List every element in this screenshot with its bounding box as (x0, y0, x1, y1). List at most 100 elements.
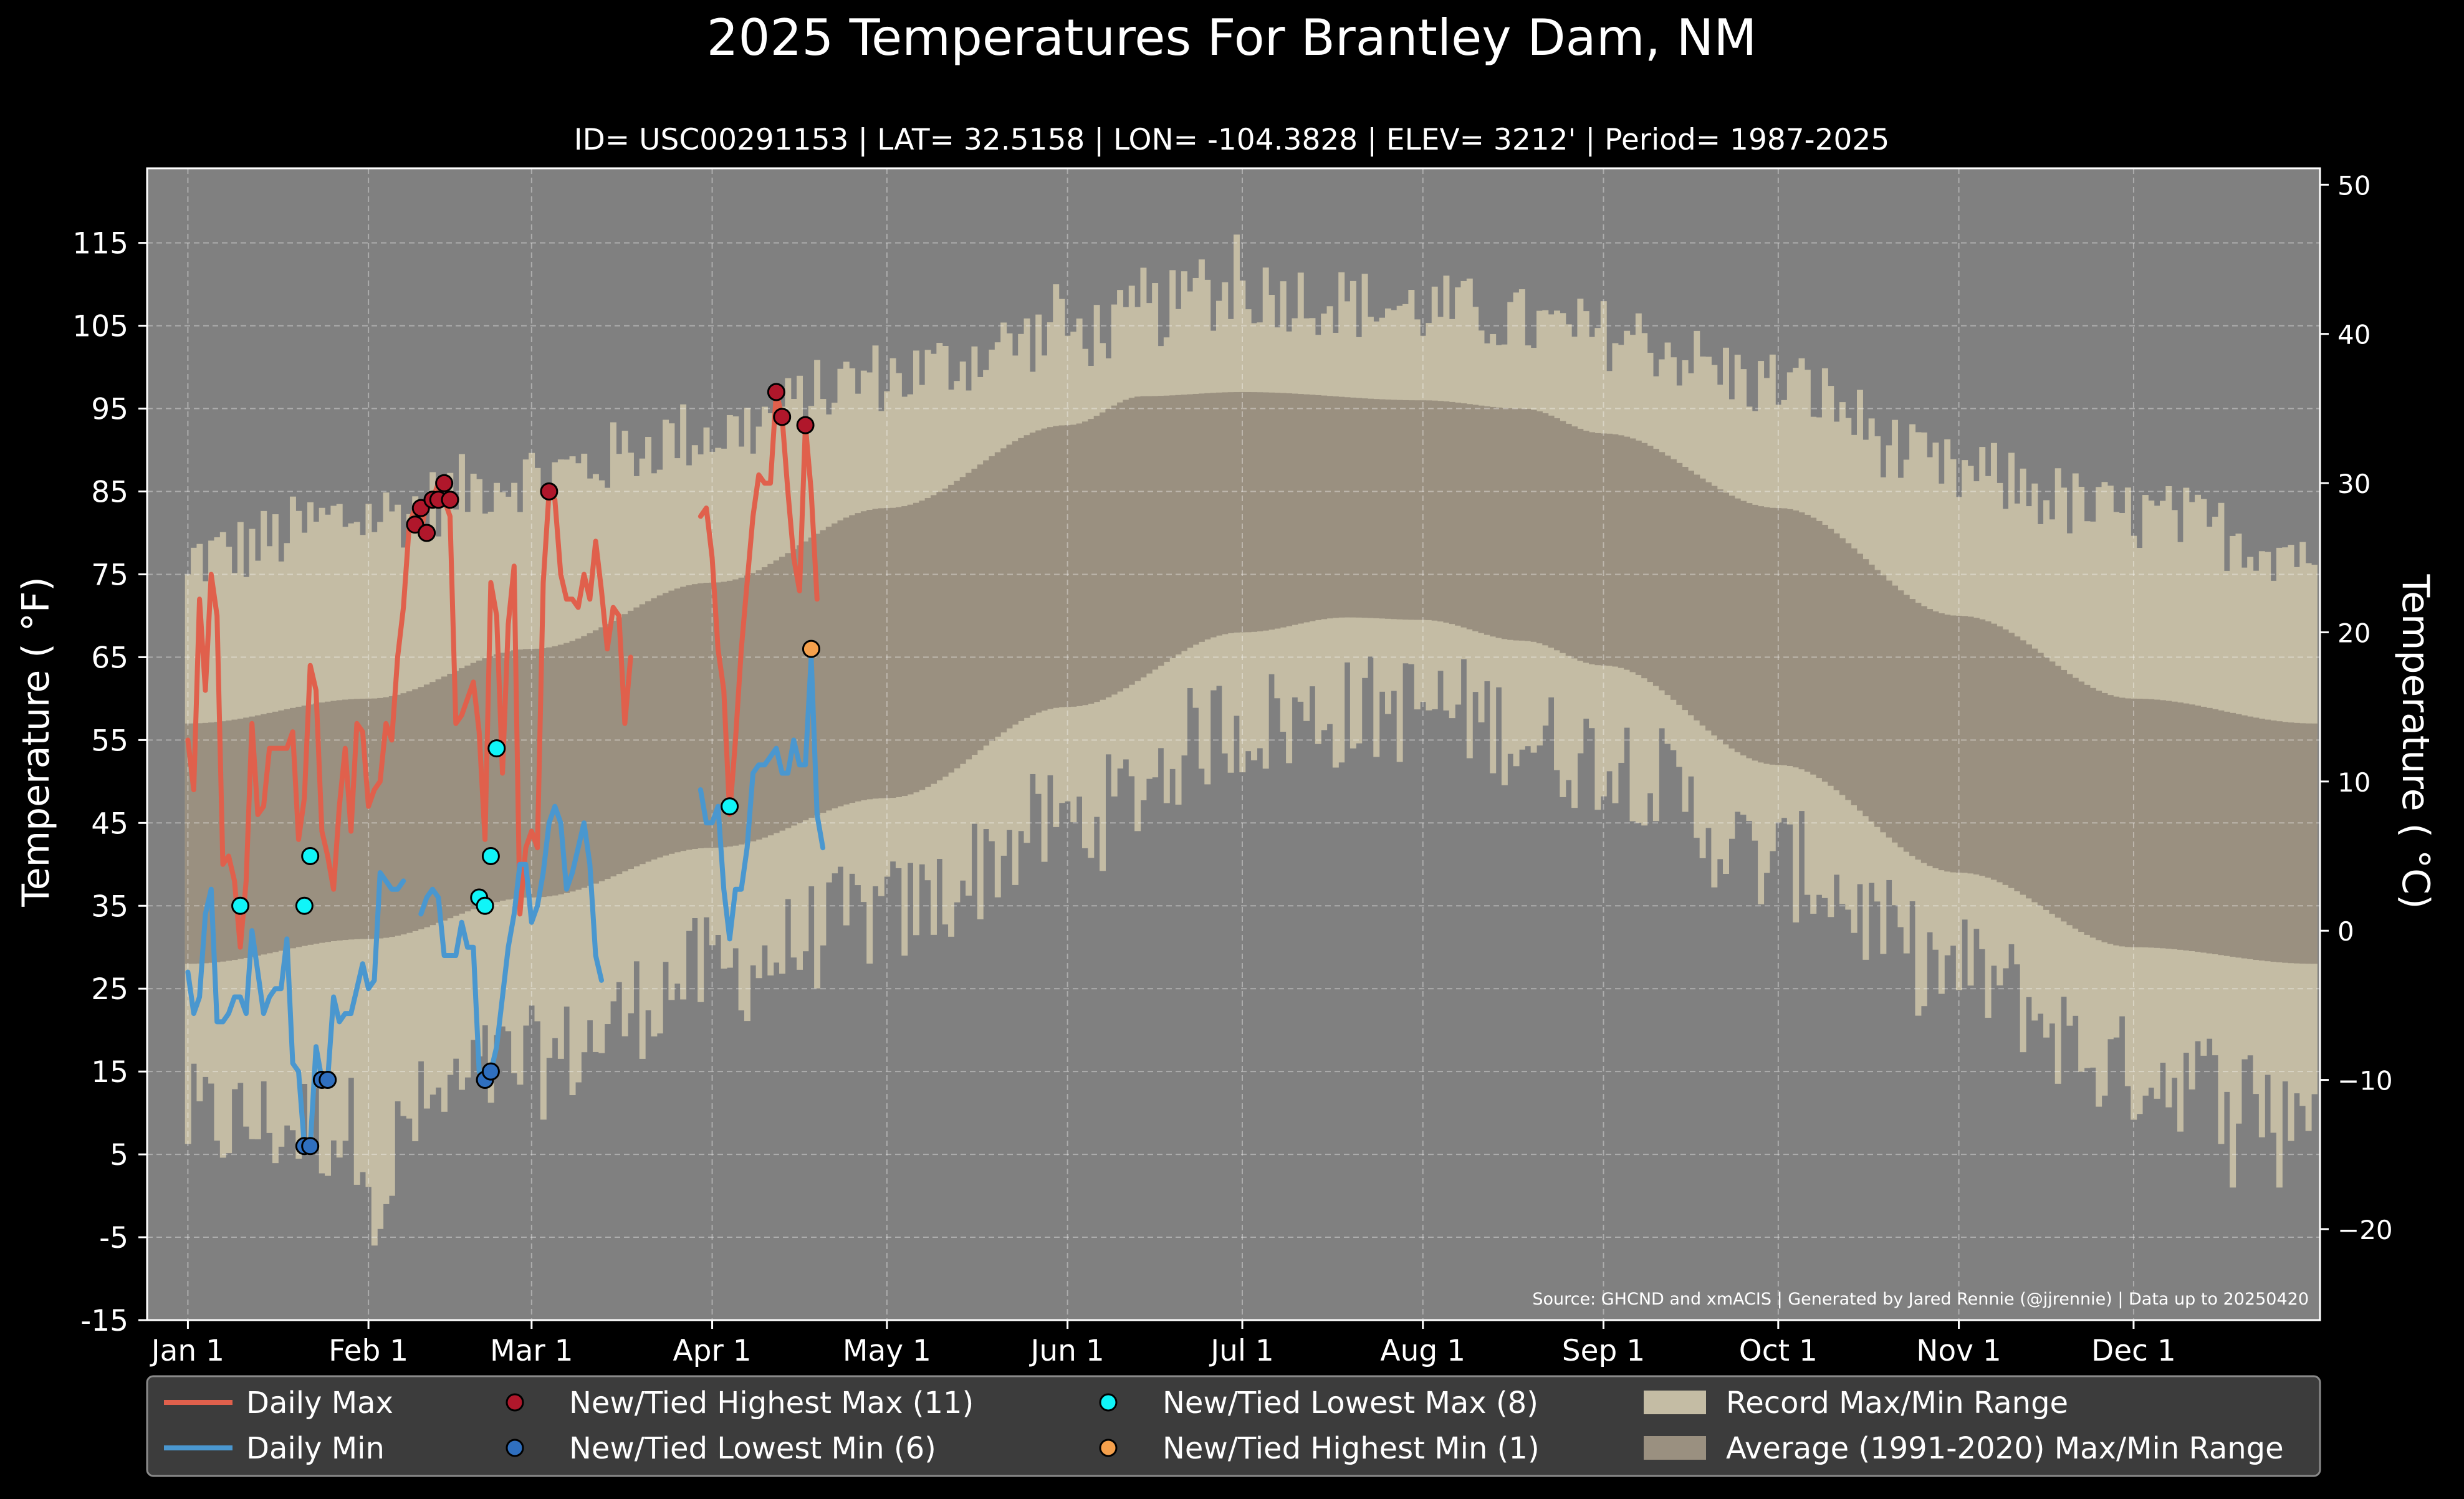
normal-range-bar (703, 583, 710, 848)
daily-min-line (418, 803, 604, 1083)
normal-range-bar (1490, 406, 1497, 637)
record-lowest-max-point (231, 896, 250, 915)
normal-range-bar (1286, 393, 1293, 626)
normal-range-bar (1629, 438, 1636, 673)
y-tick-label-left: 15 (91, 1055, 128, 1090)
y-tick-label-left: 75 (91, 558, 128, 592)
normal-range-bar (412, 689, 419, 931)
normal-range-bar (2241, 715, 2248, 959)
normal-range-bar (1723, 492, 1729, 745)
normal-range-bar (2101, 692, 2108, 942)
normal-range-bar (832, 523, 838, 808)
normal-range-bar (511, 650, 518, 899)
normal-range-bar (1997, 626, 2003, 883)
normal-range-bar (2195, 706, 2202, 952)
normal-range-bar (441, 676, 448, 921)
normal-range-bar (1262, 392, 1269, 631)
normal-range-bar (2212, 709, 2219, 955)
normal-range-bar (1373, 399, 1380, 618)
normal-range-bar (552, 646, 558, 896)
normal-range-bar (1029, 433, 1036, 716)
normal-range-bar (1402, 400, 1409, 620)
normal-range-bar (1618, 435, 1624, 668)
normal-range-bar (575, 638, 582, 890)
normal-range-bar (855, 513, 861, 802)
normal-range-bar (889, 507, 896, 798)
normal-range-bar (196, 723, 203, 964)
normal-range-bar (1280, 393, 1287, 628)
legend-label: Daily Max (246, 1386, 393, 1420)
normal-range-bar (1659, 452, 1666, 691)
record-highest-min-point (802, 639, 820, 658)
normal-range-bar (1443, 401, 1450, 623)
normal-range-bar (371, 698, 378, 939)
normal-range-bar (1868, 564, 1875, 822)
normal-range-bar (1927, 609, 1934, 866)
normal-range-bar (750, 573, 757, 841)
normal-range-bar (628, 610, 634, 869)
normal-range-bar (1548, 415, 1555, 648)
normal-range-bar (1093, 416, 1100, 702)
normal-range-bar (1222, 392, 1229, 635)
normal-range-bar (2235, 714, 2242, 958)
normal-range-bar (1501, 408, 1508, 639)
y-tick-label-right: −20 (2337, 1215, 2393, 1245)
normal-range-bar (1163, 395, 1170, 662)
normal-range-bar (1251, 392, 1257, 632)
normal-range-bar (2043, 657, 2050, 910)
normal-range-bar (931, 495, 937, 784)
normal-range-bar (1187, 394, 1194, 648)
normal-range-bar (1257, 392, 1263, 631)
x-tick-label: Aug 1 (1380, 1334, 1465, 1368)
normal-range-bar (779, 557, 785, 831)
y-tick-label-left: 25 (91, 972, 128, 1007)
normal-range-bar (2200, 706, 2207, 953)
normal-range-bar (1775, 508, 1782, 765)
normal-range-bar (1828, 529, 1834, 786)
legend-swatch-marker (506, 1439, 524, 1457)
legend-item-rec_high_max: New/Tied Highest Max (11) (506, 1386, 974, 1420)
normal-range-bar (1140, 396, 1147, 678)
normal-range-bar (785, 553, 792, 828)
normal-range-bar (1105, 409, 1112, 697)
normal-range-bar (254, 715, 261, 956)
normal-range-bar (1431, 400, 1438, 621)
normal-range-bar (1973, 618, 1980, 875)
normal-range-bar (289, 707, 296, 949)
normal-range-bar (604, 624, 611, 879)
normal-range-bar (1635, 440, 1642, 675)
normal-range-bar (2026, 644, 2032, 899)
normal-range-bar (2276, 721, 2283, 962)
normal-range-bar (639, 604, 646, 864)
normal-range-bar (1979, 619, 1986, 876)
chart-subtitle: ID= USC00291153 | LAT= 32.5158 | LON= -1… (574, 123, 1890, 157)
normal-range-bar (1886, 580, 1892, 838)
normal-range-bar (1676, 462, 1683, 705)
normal-range-bar (1990, 623, 1997, 880)
normal-range-bar (1892, 585, 1899, 843)
x-tick-label: Apr 1 (673, 1334, 751, 1368)
normal-range-bar (1967, 616, 1974, 874)
normal-range-bar (540, 648, 547, 898)
normal-range-bar (1315, 395, 1321, 620)
normal-range-bar (994, 452, 1001, 737)
legend-label: New/Tied Highest Max (11) (569, 1386, 974, 1420)
normal-range-bar (843, 517, 850, 805)
normal-range-bar (966, 472, 972, 760)
normal-range-bar (383, 697, 390, 938)
y-tick-label-left: 35 (91, 889, 128, 924)
legend-item-daily_min: Daily Min (164, 1431, 385, 1466)
normal-range-bar (202, 722, 209, 964)
normal-range-bar (1728, 496, 1735, 749)
normal-range-bar (1484, 406, 1490, 635)
record-lowest-max-point (487, 739, 506, 758)
normal-range-bar (1466, 404, 1473, 630)
normal-range-bar (1536, 411, 1543, 644)
normal-range-bar (1833, 533, 1840, 790)
normal-range-bar (598, 627, 605, 881)
x-tick-label: Oct 1 (1739, 1334, 1818, 1368)
normal-range-bar (1763, 507, 1770, 764)
normal-range-bar (2096, 691, 2102, 941)
normal-range-bar (1786, 509, 1793, 767)
normal-range-bar (948, 484, 954, 773)
